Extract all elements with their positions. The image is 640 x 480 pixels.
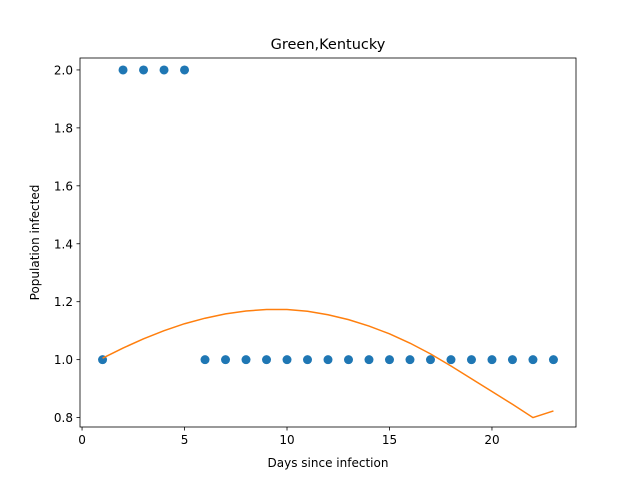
y-tick-label: 0.8	[54, 411, 73, 425]
x-tick-label: 5	[181, 433, 189, 447]
chart-title: Green,Kentucky	[271, 37, 386, 53]
data-point	[466, 355, 476, 365]
data-point	[118, 65, 128, 75]
data-point	[159, 65, 169, 75]
data-point	[384, 355, 394, 365]
y-tick-label: 1.4	[54, 237, 73, 251]
data-point	[323, 355, 333, 365]
y-axis-ticks: 0.8 1.0 1.2 1.4 1.6 1.8 2.0	[54, 63, 80, 425]
x-tick-label: 0	[78, 433, 86, 447]
plot-marks	[98, 65, 558, 419]
data-point	[180, 65, 190, 75]
data-point	[303, 355, 312, 365]
y-tick-label: 2.0	[54, 63, 73, 77]
data-point	[405, 355, 415, 365]
data-point	[344, 355, 353, 365]
x-axis-ticks: 0 5 10 15 20	[78, 427, 500, 447]
y-tick-label: 1.8	[54, 121, 73, 135]
data-point	[507, 355, 517, 365]
data-point	[282, 355, 292, 365]
data-point	[528, 355, 538, 365]
x-axis-label: Days since infection	[268, 456, 389, 470]
x-tick-label: 10	[279, 433, 294, 447]
y-tick-label: 1.0	[54, 353, 73, 367]
plot-area	[80, 58, 576, 427]
y-tick-label: 1.6	[54, 179, 73, 193]
data-point	[139, 65, 149, 75]
fit-line	[102, 308, 554, 419]
data-point	[425, 355, 435, 365]
data-point	[241, 355, 251, 365]
data-point	[262, 355, 272, 365]
x-tick-label: 20	[484, 433, 499, 447]
data-point	[200, 355, 210, 365]
y-tick-label: 1.2	[54, 295, 73, 309]
data-point	[548, 355, 558, 365]
data-point	[487, 355, 497, 365]
plot-frame	[79, 57, 577, 428]
data-point	[446, 355, 456, 365]
x-tick-label: 15	[382, 433, 397, 447]
y-axis-label: Population infected	[28, 185, 42, 301]
data-point	[221, 355, 231, 365]
data-point	[364, 355, 374, 365]
